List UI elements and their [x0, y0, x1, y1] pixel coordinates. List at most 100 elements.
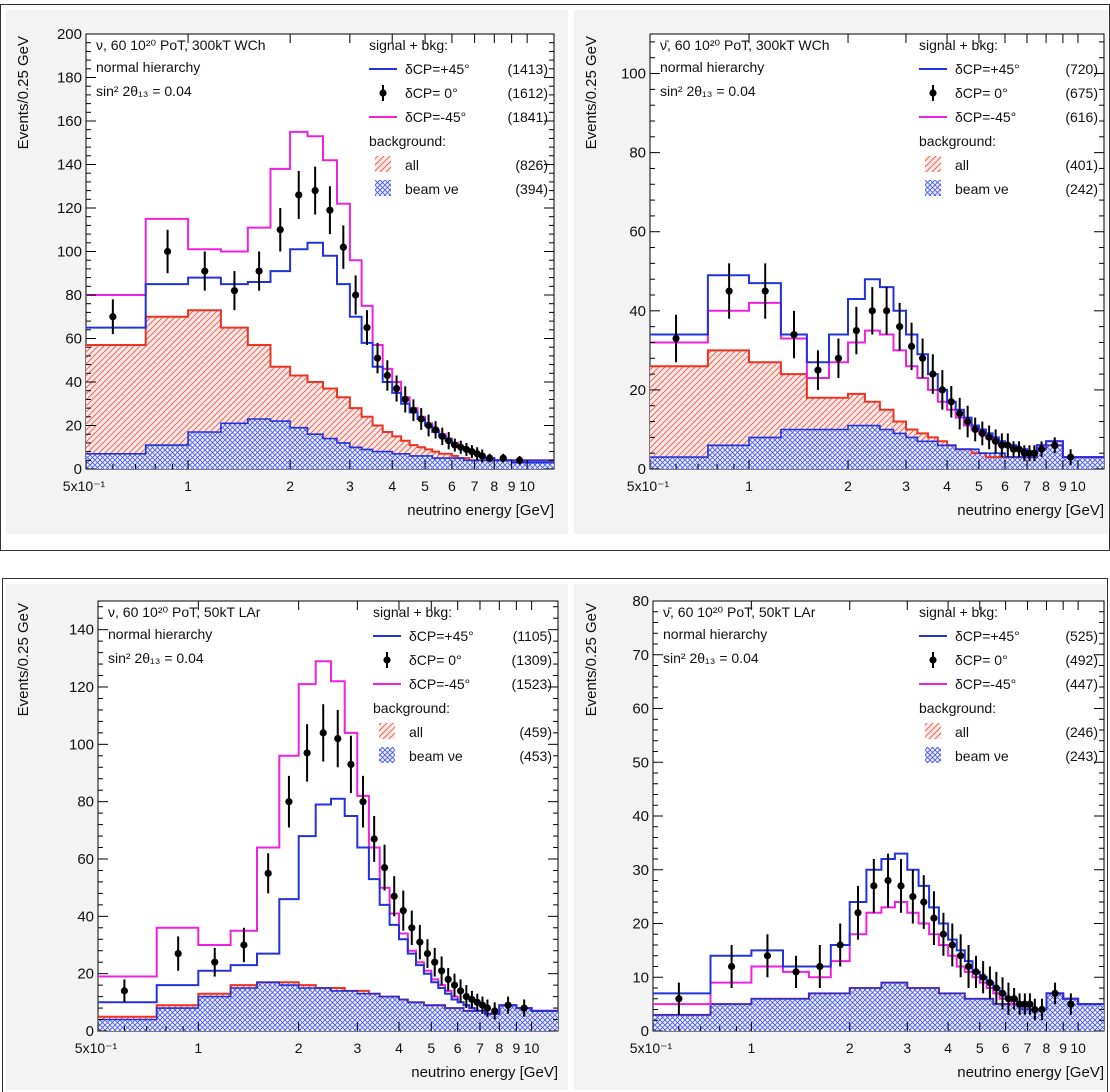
y-axis-label: Events/0.25 GeV: [583, 603, 600, 716]
x-tick-label: 6: [1001, 478, 1009, 494]
data-point: [401, 395, 409, 403]
data-point: [483, 1004, 492, 1012]
y-tick-label: 80: [632, 593, 649, 610]
data-point: [445, 437, 453, 445]
data-point: [964, 417, 972, 426]
y-tick-label: 20: [77, 966, 94, 983]
y-tick-label: 0: [86, 1023, 94, 1040]
data-point: [939, 930, 948, 938]
series-background-beam-fill: [86, 419, 554, 469]
data-point: [957, 952, 965, 960]
data-point: [451, 441, 459, 449]
data-point: [438, 967, 446, 975]
y-tick-label: 200: [57, 26, 82, 43]
data-point: [424, 421, 433, 430]
legend-header-signal: signal + bkg:: [919, 37, 998, 53]
x-tick-label: 9: [512, 1040, 520, 1056]
legend-label-plus45: δCP=+45°: [409, 628, 474, 644]
data-point: [303, 749, 311, 757]
y-tick-label: 140: [57, 157, 82, 174]
legend-label-zero: δCP= 0°: [409, 652, 462, 668]
legend: signal + bkg: δCP=+45° (720) δCP= 0° (675) δC…: [919, 37, 1098, 197]
x-tick-label: 2: [844, 478, 852, 494]
data-point: [352, 291, 360, 299]
data-point: [255, 267, 263, 275]
x-tick-label: 9: [508, 478, 516, 494]
data-point: [909, 893, 917, 901]
x-tick-label: 10: [1070, 1040, 1086, 1056]
plot-area: [86, 130, 554, 469]
legend-label-all: all: [955, 724, 969, 740]
legend-count-minus45: (616): [1065, 109, 1098, 125]
series-dcp-plus45-line: [650, 274, 1104, 459]
y-tick-label: 80: [77, 794, 94, 811]
legend: signal + bkg: δCP=+45° (525) δCP= 0° (492) δC…: [919, 604, 1098, 764]
data-point: [870, 882, 878, 890]
data-point: [854, 909, 862, 917]
y-tick-label: 0: [638, 461, 646, 478]
data-point: [986, 979, 994, 987]
legend-label-minus45: δCP=-45°: [955, 676, 1016, 692]
legend-label-zero: δCP= 0°: [955, 85, 1008, 101]
y-axis-label: Events/0.25 GeV: [15, 603, 32, 716]
x-tick-label: 1: [747, 1040, 755, 1056]
data-point: [462, 445, 471, 454]
y-tick-label: 60: [632, 701, 649, 718]
x-tick-label: 5x10⁻¹: [63, 478, 106, 494]
data-point: [884, 876, 892, 885]
legend-swatch-background-beam: [375, 180, 391, 196]
data-point: [947, 398, 955, 406]
data-point: [1010, 995, 1018, 1003]
y-tick-label: 180: [57, 70, 82, 87]
x-tick-label: 7: [476, 1040, 484, 1056]
x-tick-label: 6: [454, 1040, 462, 1056]
data-point: [956, 410, 964, 418]
data-point: [948, 941, 956, 949]
legend-count-all: (401): [1065, 157, 1098, 173]
chart-subtitle-hierarchy: normal hierarchy: [96, 59, 200, 75]
data-point: [1004, 441, 1012, 449]
x-tick-label: 5: [976, 1040, 984, 1056]
x-tick-label: 5x10⁻¹: [75, 1040, 118, 1056]
legend-count-beam: (243): [1065, 748, 1098, 764]
data-point: [491, 1007, 499, 1015]
data-point: [456, 987, 465, 995]
data-point: [1038, 1005, 1046, 1014]
y-tick-label: 50: [632, 754, 649, 771]
x-axis-label: neutrino energy [GeV]: [957, 502, 1104, 519]
x-tick-label: 5x10⁻¹: [630, 1040, 673, 1056]
data-point: [399, 907, 407, 915]
data-point: [1015, 445, 1023, 453]
legend-count-minus45: (1523): [512, 676, 552, 692]
data-point: [326, 206, 334, 214]
x-axis-label: neutrino energy [GeV]: [957, 1064, 1104, 1081]
chart-panel-3: 5x10⁻¹ 1 2 3 4 5 6 7 8 9 10020406080100120140neutr…: [6, 584, 568, 1090]
x-tick-label: 3: [346, 478, 354, 494]
x-tick-label: 7: [471, 478, 479, 494]
y-tick-label: 40: [65, 374, 82, 391]
data-point: [240, 941, 248, 949]
data-point: [1021, 1000, 1029, 1008]
data-point: [979, 973, 987, 981]
data-point: [972, 968, 980, 976]
x-tick-label: 1: [184, 478, 192, 494]
data-point: [431, 958, 439, 966]
data-point: [868, 307, 876, 315]
legend-count-minus45: (1841): [508, 109, 548, 125]
x-tick-label: 8: [495, 1040, 503, 1056]
x-tick-label: 5: [975, 478, 983, 494]
data-point: [1025, 449, 1034, 457]
legend-count-zero: (1309): [512, 652, 552, 668]
data-point: [409, 406, 418, 414]
legend-count-zero: (675): [1065, 85, 1098, 101]
data-point: [408, 924, 416, 932]
x-tick-label: 10: [1070, 478, 1086, 494]
data-point: [1067, 1000, 1075, 1008]
legend-count-plus45: (1105): [513, 628, 552, 644]
data-point: [392, 384, 401, 393]
data-point: [478, 452, 486, 460]
series-background-beam-line: [86, 418, 554, 462]
data-point: [897, 882, 905, 890]
data-point: [834, 354, 843, 362]
data-point: [1004, 995, 1013, 1003]
